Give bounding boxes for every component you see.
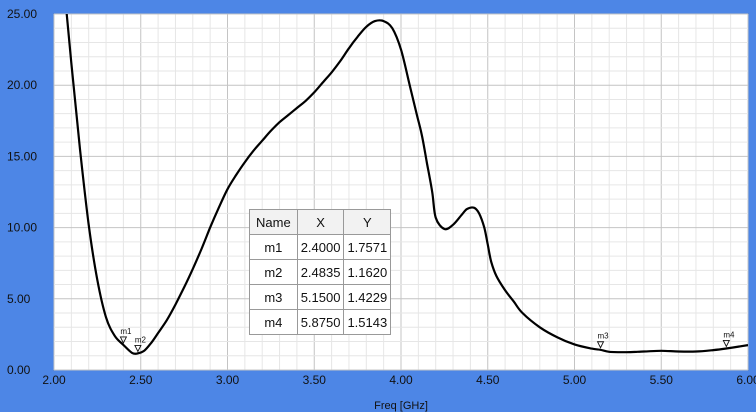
- x-tick-label: 2.00: [42, 373, 66, 387]
- grid: [53, 13, 749, 371]
- marker-label: m1: [120, 327, 132, 336]
- marker-table-header-row: Name X Y: [249, 209, 392, 235]
- x-tick-label: 3.50: [303, 373, 327, 387]
- x-tick-label: 5.50: [650, 373, 674, 387]
- marker-m3: m3: [596, 332, 610, 349]
- marker-m2: m2: [134, 335, 147, 353]
- x-axis-title: Freq [GHz]: [374, 400, 428, 412]
- marker-table-cell-y: 1.1620: [343, 259, 392, 285]
- tick-labels: 2.00 2.50 3.00 3.50 4.00 4.50 5.00 5.50 6.00 0.00…: [7, 7, 756, 387]
- marker-table-row: m3 5.1500 1.4229: [249, 284, 392, 310]
- marker-table-cell-y: 1.4229: [343, 284, 392, 310]
- marker-m4: m4: [722, 330, 735, 348]
- marker-table-cell-x: 2.4835: [296, 259, 345, 285]
- marker-table-cell-name: m2: [249, 259, 298, 285]
- curve-layer: [65, 14, 748, 355]
- marker-triangle: [134, 345, 142, 353]
- marker-triangle: [722, 339, 731, 348]
- marker-table: Name X Y m1 2.4000 1.7571 m2 2.4835 1.16…: [249, 209, 392, 335]
- y-tick-label: 25.00: [7, 7, 37, 21]
- y-tick-label: 10.00: [7, 221, 37, 235]
- marker-triangle: [119, 336, 128, 344]
- y-tick-label: 15.00: [7, 149, 37, 163]
- marker-table-cell-x: 5.1500: [296, 284, 345, 310]
- marker-m1: m1: [119, 327, 132, 344]
- marker-triangle: [596, 341, 605, 349]
- y-tick-label: 5.00: [7, 292, 31, 306]
- marker-table-cell-name: m1: [249, 234, 298, 260]
- x-tick-label: 2.50: [129, 373, 153, 387]
- series-line: [65, 14, 748, 355]
- y-tick-label: 0.00: [7, 363, 31, 377]
- marker-table-row: m2 2.4835 1.1620: [249, 259, 392, 285]
- marker-table-cell-name: m4: [249, 309, 298, 335]
- x-tick-label: 6.00: [736, 373, 756, 387]
- marker-table-cell-x: 5.8750: [296, 309, 345, 335]
- marker-table-cell-x: 2.4000: [296, 234, 345, 260]
- marker-table-header-x: X: [296, 209, 345, 235]
- marker-table-cell-name: m3: [249, 284, 298, 310]
- x-tick-label: 4.50: [476, 373, 500, 387]
- marker-table-row: m1 2.4000 1.7571: [249, 234, 392, 260]
- marker-table-cell-y: 1.5143: [343, 309, 392, 335]
- marker-table-cell-y: 1.7571: [343, 234, 392, 260]
- marker-label: m4: [723, 330, 735, 339]
- x-tick-label: 3.00: [216, 373, 240, 387]
- marker-label: m3: [598, 332, 610, 341]
- marker-table-header-y: Y: [343, 209, 392, 235]
- marker-table-header-name: Name: [249, 209, 298, 235]
- x-tick-label: 5.00: [563, 373, 587, 387]
- x-tick-label: 4.00: [389, 373, 413, 387]
- marker-table-row: m4 5.8750 1.5143: [249, 309, 392, 335]
- marker-label: m2: [135, 335, 147, 344]
- y-tick-label: 20.00: [7, 78, 37, 92]
